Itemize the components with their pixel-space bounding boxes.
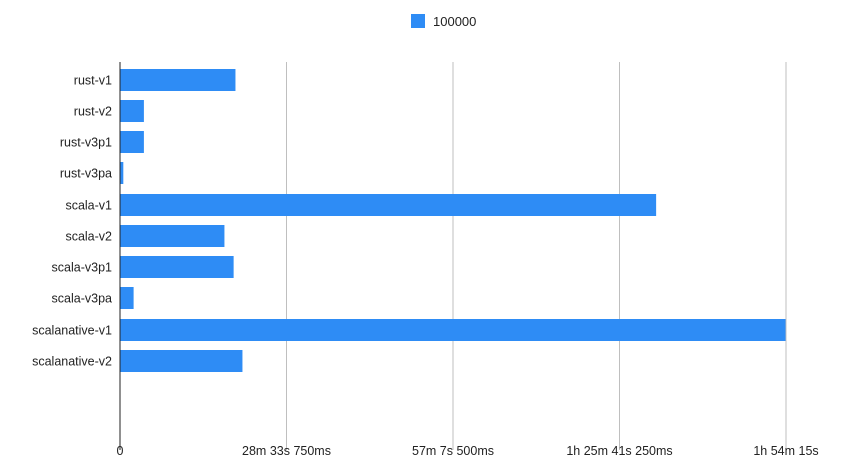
bar xyxy=(120,350,243,372)
x-tick-label: 28m 33s 750ms xyxy=(242,444,331,458)
bar xyxy=(120,194,657,216)
bar xyxy=(120,69,236,91)
category-label: scala-v2 xyxy=(65,230,112,244)
category-label: rust-v3pa xyxy=(60,167,112,181)
bar xyxy=(120,162,124,184)
bar xyxy=(120,287,134,309)
x-tick-label: 1h 25m 41s 250ms xyxy=(566,444,672,458)
category-label: rust-v3p1 xyxy=(60,136,112,150)
bar xyxy=(120,319,786,341)
bar xyxy=(120,100,144,122)
bar xyxy=(120,256,234,278)
category-label: scala-v3pa xyxy=(52,292,112,306)
category-label: scala-v1 xyxy=(65,199,112,213)
bar xyxy=(120,225,225,247)
legend-label: 100000 xyxy=(433,13,477,29)
x-tick-label: 1h 54m 15s xyxy=(753,444,818,458)
category-label: rust-v1 xyxy=(74,74,112,88)
category-label: scala-v3p1 xyxy=(52,261,112,275)
category-label: rust-v2 xyxy=(74,105,112,119)
x-tick-label: 57m 7s 500ms xyxy=(412,444,494,458)
legend: 100000 xyxy=(411,12,476,30)
legend-swatch xyxy=(411,14,425,28)
x-tick-label: 0 xyxy=(117,444,124,458)
category-label: scalanative-v2 xyxy=(32,355,112,369)
bar xyxy=(120,131,144,153)
category-label: scalanative-v1 xyxy=(32,324,112,338)
